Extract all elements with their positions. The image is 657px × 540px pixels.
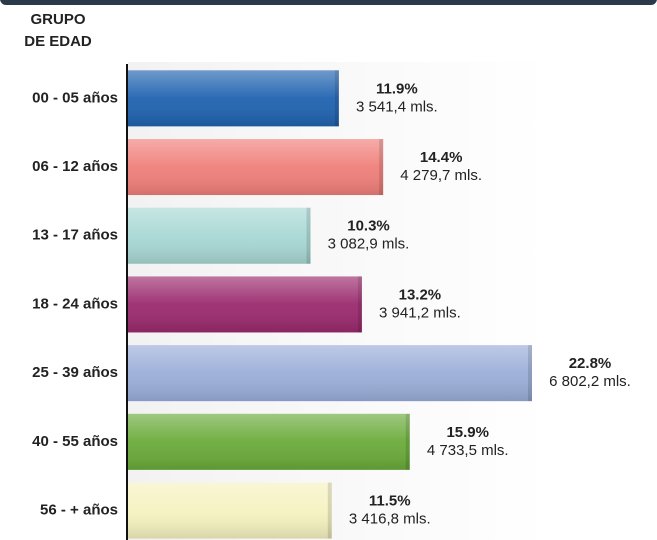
- category-label: 40 - 55 años: [32, 433, 118, 450]
- bar-shine: [128, 207, 311, 264]
- count-label: 4 279,7 mls.: [400, 167, 482, 184]
- bar-shine: [128, 276, 362, 333]
- percent-label: 11.5%: [369, 493, 411, 510]
- category-label: 00 - 05 años: [32, 89, 118, 106]
- bar-shine: [128, 482, 332, 539]
- category-label: 06 - 12 años: [32, 158, 118, 175]
- top-border: [0, 0, 657, 5]
- bar-shine: [128, 139, 384, 196]
- count-label: 4 733,5 mls.: [427, 442, 509, 459]
- header-line: DE EDAD: [24, 33, 92, 50]
- category-label: 25 - 39 años: [32, 364, 118, 381]
- percent-label: 22.8%: [569, 355, 612, 372]
- percent-label: 13.2%: [399, 286, 442, 303]
- category-label: 13 - 17 años: [32, 227, 118, 244]
- bar-edge: [334, 70, 339, 127]
- percent-label: 15.9%: [446, 424, 489, 441]
- bar-edge: [379, 139, 384, 196]
- count-label: 6 802,2 mls.: [549, 373, 631, 390]
- percent-label: 11.9%: [376, 80, 418, 97]
- count-label: 3 941,2 mls.: [379, 304, 461, 321]
- header-line: GRUPO: [30, 11, 85, 28]
- count-label: 3 416,8 mls.: [349, 511, 431, 528]
- count-label: 3 082,9 mls.: [328, 236, 410, 253]
- bar-shine: [128, 70, 339, 127]
- bar-edge: [306, 207, 311, 264]
- bar-edge: [405, 413, 410, 470]
- bar-shine: [128, 413, 410, 470]
- bar-edge: [528, 345, 532, 402]
- percent-label: 10.3%: [347, 218, 390, 235]
- count-label: 3 541,4 mls.: [356, 98, 438, 115]
- category-label: 18 - 24 años: [32, 295, 118, 312]
- bar-edge: [357, 276, 362, 333]
- percent-label: 14.4%: [420, 149, 463, 166]
- category-label: 56 - + años: [40, 502, 118, 519]
- bar-edge: [327, 482, 332, 539]
- bar-shine: [128, 345, 532, 402]
